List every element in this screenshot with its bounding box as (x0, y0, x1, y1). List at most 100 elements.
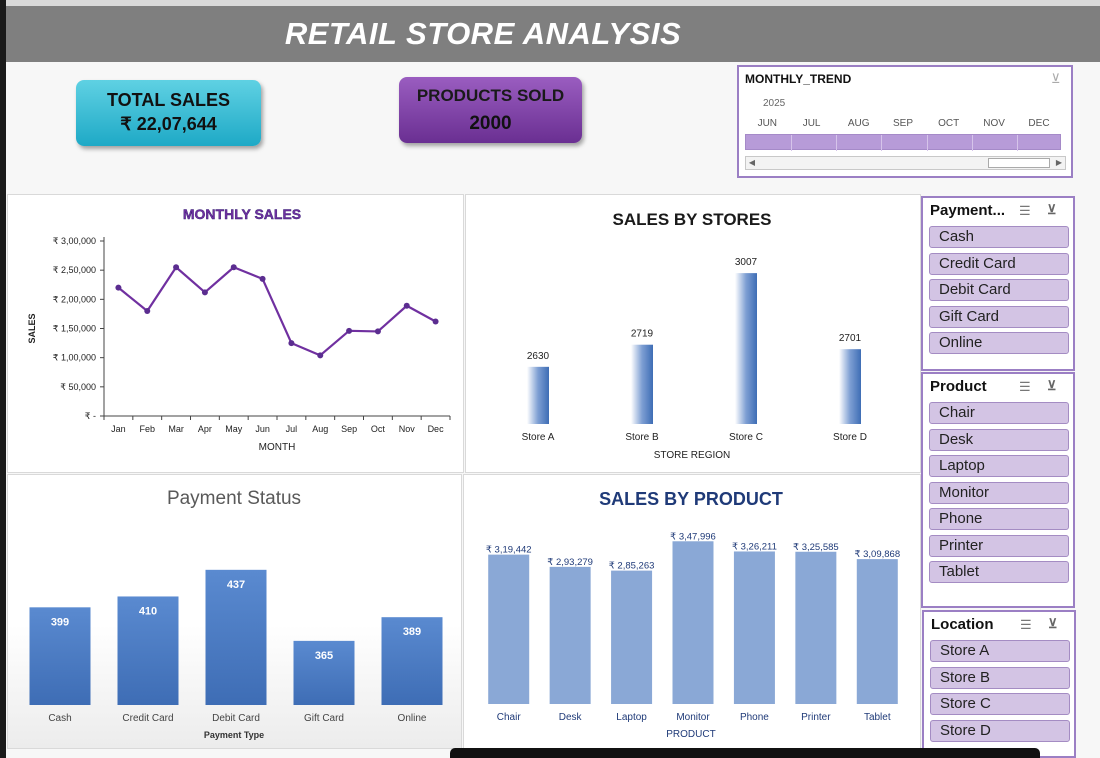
payment-status-title: Payment Status (167, 488, 301, 509)
monthly-sales-series-line (117, 266, 437, 357)
slicer-item-online[interactable]: Online (929, 332, 1069, 354)
product-category-label: Tablet (864, 712, 891, 723)
product-category-label: Desk (559, 712, 583, 723)
sales-by-stores-panel: SALES BY STORES 2630 Store A 2719 Store B 300… (465, 194, 921, 473)
kpi-products-sold-value: 2000 (469, 113, 512, 134)
multi-select-icon[interactable]: ☰ (1020, 617, 1032, 632)
monthly-sales-panel: MONTHLY SALES ₹ 3,00,000 ₹ 2,50,000 ₹ 2,00,… (7, 194, 464, 473)
monthly-sales-point (173, 264, 180, 271)
x-tick-label: Mar (168, 424, 184, 434)
slicer-item-desk[interactable]: Desk (929, 428, 1069, 451)
x-tick-label: Oct (371, 424, 386, 434)
payment-category-label: Debit Card (212, 713, 260, 724)
location-slicer-header: Location (931, 616, 994, 633)
slicer-item-cash[interactable]: Cash (929, 226, 1069, 248)
slicer-item-debit-card[interactable]: Debit Card (929, 279, 1069, 301)
product-bar-label: ₹ 3,19,442 (486, 545, 532, 556)
payment-bar (29, 607, 91, 705)
product-bar (488, 554, 530, 704)
payment-bar-label: 389 (403, 626, 421, 638)
slicer-item-store-b[interactable]: Store B (930, 666, 1070, 689)
timeline-month-divider (836, 135, 838, 151)
sales-by-product-panel: SALES BY PRODUCT ₹ 3,19,442 Chair ₹ 2,93,27… (463, 474, 921, 749)
store-bar (631, 344, 653, 424)
product-bar (733, 551, 775, 704)
monthly-sales-point (432, 318, 439, 325)
payment-bar-label: 365 (315, 650, 333, 662)
slicer-item-chair[interactable]: Chair (929, 402, 1069, 424)
payment-status-panel: Payment Status 399 Cash 410 Credit Card 437 De… (7, 474, 462, 749)
product-bar-label: ₹ 3,26,211 (732, 541, 777, 552)
slicer-item-printer[interactable]: Printer (929, 534, 1069, 557)
slicer-item-phone[interactable]: Phone (929, 508, 1069, 530)
y-tick-label: ₹ - (85, 411, 96, 421)
timeline-year: 2025 (763, 98, 786, 109)
monthly-sales-point (144, 308, 151, 314)
multi-select-icon[interactable]: ☰ (1019, 379, 1031, 394)
scroll-thumb[interactable] (988, 158, 1050, 168)
product-bar (611, 570, 653, 704)
slicer-item-monitor[interactable]: Monitor (929, 481, 1069, 504)
product-bar (672, 541, 714, 704)
payment-slicer: Payment... ☰ ⊻ Cash Credit Card Debit Card… (921, 196, 1075, 371)
store-category-label: Store C (729, 432, 763, 443)
store-category-label: Store D (833, 432, 867, 443)
location-slicer: Location ☰ ⊻ Store A Store B Store C Store … (922, 610, 1076, 758)
payment-category-label: Cash (48, 713, 71, 724)
title-banner: RETAIL STORE ANALYSIS (6, 6, 1100, 62)
clear-filter-icon[interactable]: ⊻ (1047, 202, 1057, 217)
timeline-month-label[interactable]: OCT (938, 118, 960, 129)
y-axis-title: SALES (27, 313, 37, 343)
timeline-month-divider (881, 135, 883, 151)
timeline-month-divider (926, 135, 928, 151)
store-bar (839, 349, 861, 424)
timeline-month-label[interactable]: SEP (893, 118, 914, 129)
product-slicer-header: Product (930, 378, 987, 395)
monthly-sales-point (115, 284, 122, 291)
x-tick-label: May (225, 424, 243, 434)
payment-slicer-header: Payment... (930, 202, 1006, 219)
product-bar (856, 559, 898, 704)
timeline-selection-bar[interactable] (745, 134, 1061, 151)
timeline-month-label[interactable]: DEC (1028, 118, 1050, 129)
product-category-label: Phone (740, 712, 769, 723)
scroll-right-icon[interactable]: ▶ (1055, 158, 1063, 167)
payment-category-label: Credit Card (122, 713, 173, 724)
monthly-sales-point (230, 264, 237, 271)
clear-filter-icon[interactable]: ⊻ (1051, 71, 1061, 86)
slicer-item-tablet[interactable]: Tablet (929, 561, 1069, 583)
timeline-slicer[interactable]: MONTHLY_TREND ⊻ 2025 JUN JUL AUG SEP OCT NOV D… (737, 65, 1073, 178)
slicer-item-credit-card[interactable]: Credit Card (929, 252, 1069, 275)
sales-by-stores-chart: SALES BY STORES 2630 Store A 2719 Store B 300… (522, 210, 867, 461)
timeline-month-label[interactable]: JUL (802, 118, 821, 129)
y-tick-label: ₹ 2,00,000 (53, 294, 96, 304)
timeline-scrollbar[interactable]: ◀ ▶ (745, 156, 1066, 170)
clear-filter-icon[interactable]: ⊻ (1048, 616, 1058, 631)
x-axis-title: PRODUCT (666, 729, 715, 740)
dashboard-title: RETAIL STORE ANALYSIS (284, 16, 682, 51)
timeline-month-label[interactable]: AUG (847, 118, 870, 129)
payment-bar (117, 596, 179, 705)
timeline-month-label[interactable]: JUN (757, 118, 778, 129)
x-tick-label: Aug (312, 424, 328, 434)
kpi-total-sales-value: ₹ 22,07,644 (120, 114, 217, 134)
slicer-item-store-d[interactable]: Store D (930, 719, 1070, 742)
scroll-left-icon[interactable]: ◀ (748, 158, 756, 167)
product-category-label: Printer (801, 712, 831, 723)
monthly-sales-point (288, 340, 295, 347)
slicer-item-laptop[interactable]: Laptop (929, 455, 1069, 477)
timeline-month-labels: JUN JUL AUG SEP OCT NOV DEC (745, 118, 1061, 130)
store-bar (735, 273, 757, 424)
multi-select-icon[interactable]: ☰ (1019, 203, 1031, 218)
sheet-scrollbar-edge (450, 748, 1040, 758)
product-bar (795, 551, 837, 704)
slicer-item-store-a[interactable]: Store A (930, 640, 1070, 662)
clear-filter-icon[interactable]: ⊻ (1047, 378, 1057, 393)
product-bar-label: ₹ 2,93,279 (547, 557, 593, 568)
payment-category-label: Gift Card (304, 713, 344, 724)
timeline-month-label[interactable]: NOV (983, 118, 1005, 129)
product-category-label: Monitor (676, 712, 710, 723)
slicer-item-gift-card[interactable]: Gift Card (929, 305, 1069, 328)
slicer-item-store-c[interactable]: Store C (930, 693, 1070, 715)
